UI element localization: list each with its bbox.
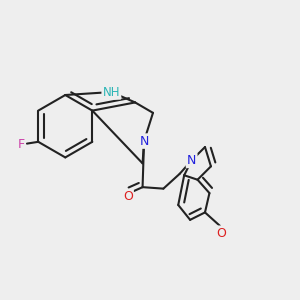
Text: F: F [17, 138, 25, 151]
Text: N: N [187, 154, 196, 167]
Text: NH: NH [103, 85, 120, 98]
Text: O: O [216, 227, 226, 240]
Text: N: N [140, 135, 149, 148]
Text: O: O [123, 190, 133, 203]
